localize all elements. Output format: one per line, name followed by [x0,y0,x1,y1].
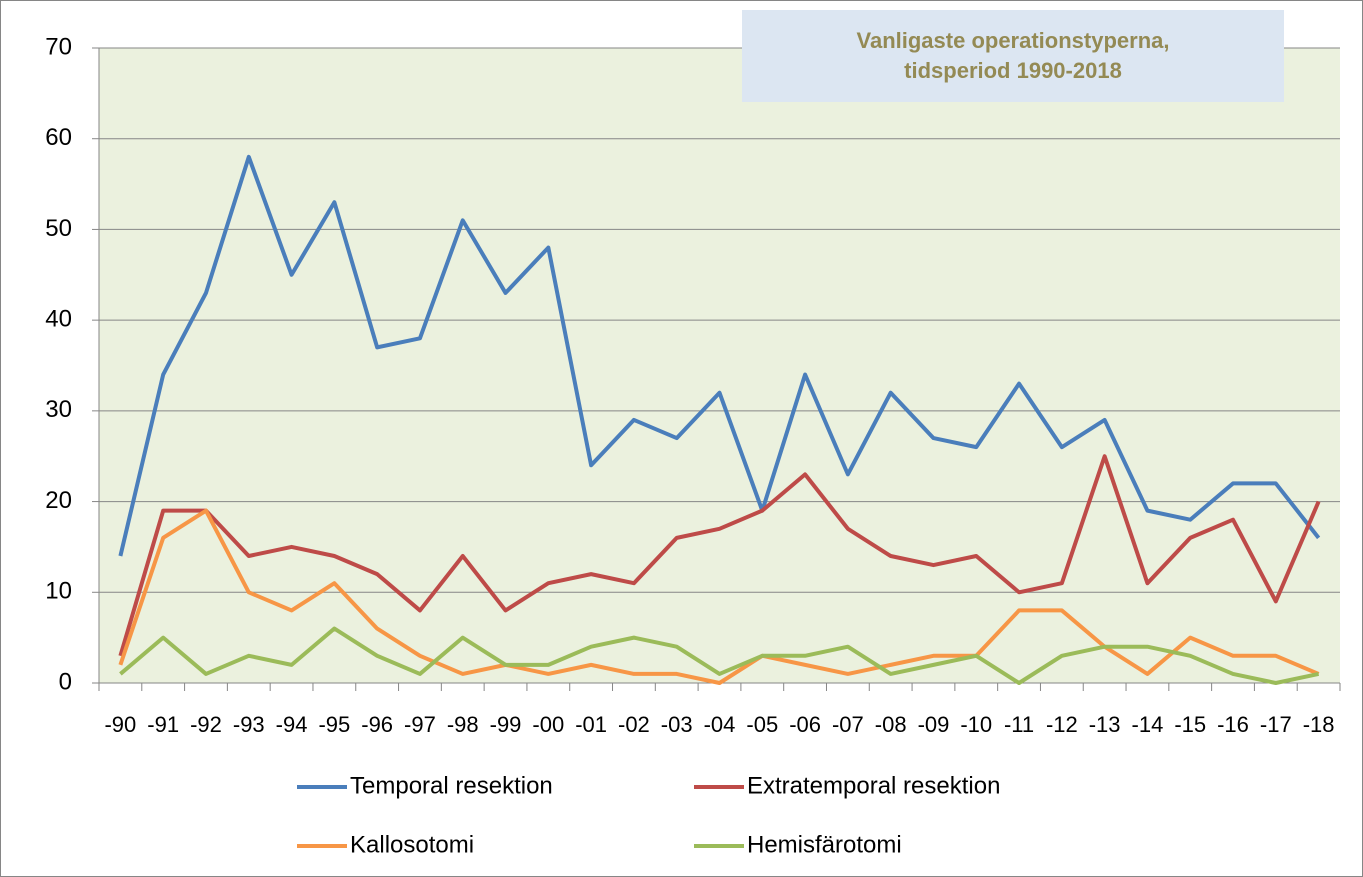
x-tick-label: -00 [532,712,564,737]
x-tick-label: -11 [1004,712,1034,737]
x-tick-label: -92 [190,712,222,737]
x-tick-label: -18 [1303,712,1335,737]
chart-title: Vanligaste operationstyperna, [857,28,1170,53]
legend-label: Temporal resektion [350,772,553,799]
x-tick-label: -12 [1046,712,1078,737]
title-box [742,10,1284,102]
legend-label: Kallosotomi [350,831,474,858]
y-tick-label: 0 [59,668,72,695]
x-tick-label: -95 [318,712,350,737]
x-tick-label: -17 [1260,712,1292,737]
y-tick-label: 10 [45,578,72,605]
x-tick-label: -94 [276,712,308,737]
y-tick-label: 20 [45,487,72,514]
x-tick-label: -96 [361,712,393,737]
x-tick-label: -06 [789,712,821,737]
x-tick-label: -03 [661,712,693,737]
legend-label: Hemisfärotomi [747,831,902,858]
x-tick-label: -08 [875,712,907,737]
x-tick-label: -05 [746,712,778,737]
x-tick-label: -99 [490,712,522,737]
x-tick-label: -02 [618,712,650,737]
x-tick-label: -93 [233,712,265,737]
y-tick-label: 30 [45,396,72,423]
x-tick-label: -09 [918,712,950,737]
x-tick-label: -98 [447,712,479,737]
chart-title: tidsperiod 1990-2018 [904,58,1122,83]
y-tick-label: 40 [45,305,72,332]
x-tick-label: -16 [1217,712,1249,737]
x-tick-label: -97 [404,712,436,737]
y-tick-label: 60 [45,124,72,151]
x-tick-label: -10 [960,712,992,737]
x-tick-label: -15 [1174,712,1206,737]
x-tick-label: -01 [575,712,607,737]
y-tick-label: 50 [45,215,72,242]
legend-label: Extratemporal resektion [747,772,1000,799]
plot-area [99,48,1340,683]
series-line [118,154,1321,557]
x-tick-label: -90 [104,712,136,737]
series-line [118,508,1320,685]
x-tick-label: -14 [1132,712,1164,737]
x-tick-label: -91 [147,712,179,737]
x-tick-label: -13 [1089,712,1121,737]
y-tick-label: 70 [45,33,72,60]
series-line [118,454,1321,657]
x-tick-label: -07 [832,712,864,737]
series-line [119,626,1320,685]
x-tick-label: -04 [704,712,736,737]
